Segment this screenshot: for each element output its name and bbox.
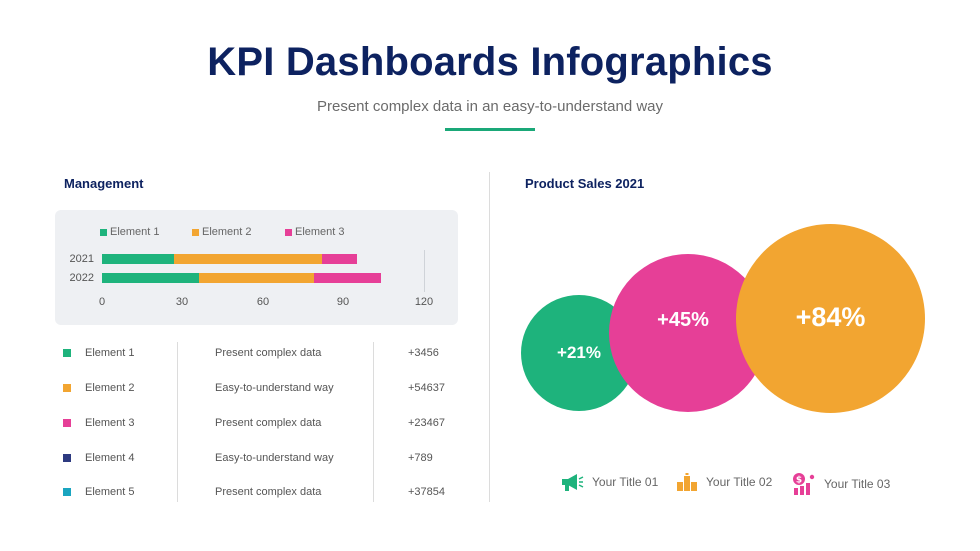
legend-swatch — [192, 228, 199, 236]
row-swatch — [63, 384, 71, 392]
page-subtitle: Present complex data in an easy-to-under… — [316, 98, 664, 115]
row-value: +37854 — [408, 486, 446, 498]
row-desc: Present complex data — [215, 417, 322, 429]
legend-title-label: Your Title 01 — [592, 475, 659, 489]
row-desc: Easy-to-understand way — [215, 452, 334, 464]
y-tick-label: 2022 — [69, 272, 94, 284]
x-tick-label: 120 — [414, 296, 434, 308]
bar-2021-element-2 — [174, 254, 323, 264]
row-desc: Present complex data — [215, 347, 322, 359]
legend-title-02: Your Title 02 — [676, 472, 772, 492]
row-value: +789 — [408, 452, 433, 464]
title-underline — [445, 128, 535, 131]
svg-text:$: $ — [796, 476, 802, 486]
page-title: KPI Dashboards Infographics — [207, 40, 773, 84]
row-name: Element 4 — [85, 452, 135, 464]
row-swatch — [63, 488, 71, 496]
gridline — [424, 250, 425, 292]
row-name: Element 2 — [85, 382, 135, 394]
row-name: Element 3 — [85, 417, 135, 429]
row-desc: Easy-to-understand way — [215, 382, 334, 394]
bubble-label: +21% — [557, 343, 601, 362]
x-tick-label: 60 — [256, 296, 270, 308]
table-column-divider — [177, 342, 178, 502]
table-column-divider — [373, 342, 374, 502]
row-value: +3456 — [408, 347, 439, 359]
bubble-84: +84% — [736, 224, 925, 413]
legend-swatch — [285, 228, 292, 236]
x-tick-label: 30 — [175, 296, 189, 308]
product-sales-title: Product Sales 2021 — [525, 176, 645, 191]
legend-label: Element 1 — [110, 226, 160, 238]
bar-2022-element-3 — [313, 273, 382, 283]
row-desc: Present complex data — [215, 486, 322, 498]
legend-label: Element 2 — [202, 226, 252, 238]
y-tick-label: 2021 — [69, 253, 94, 265]
boxes-icon — [677, 473, 697, 491]
management-chart — [55, 210, 458, 325]
bar-2022-element-1 — [102, 273, 199, 283]
legend-swatch — [100, 228, 107, 236]
legend-title-03: $ Your Title 03 — [792, 472, 890, 496]
legend-element-1: Element 1 — [100, 226, 160, 238]
management-title: Management — [64, 176, 144, 191]
bubble-label: +45% — [657, 309, 709, 331]
vertical-divider — [489, 172, 490, 502]
legend-element-2: Element 2 — [192, 226, 252, 238]
row-name: Element 5 — [85, 486, 135, 498]
row-swatch — [63, 454, 71, 462]
row-value: +23467 — [408, 417, 446, 429]
bubble-label: +84% — [795, 301, 866, 332]
bar-2021-element-3 — [322, 254, 357, 264]
legend-title-label: Your Title 03 — [824, 477, 891, 491]
row-value: +54637 — [408, 382, 446, 394]
megaphone-icon — [562, 474, 584, 491]
legend-title-01: Your Title 01 — [560, 472, 658, 492]
legend-title-label: Your Title 02 — [706, 475, 773, 489]
row-name: Element 1 — [85, 347, 135, 359]
bar-2021-element-1 — [102, 254, 175, 264]
money-chart-icon: $ — [793, 473, 815, 495]
row-swatch — [63, 349, 71, 357]
legend-label: Element 3 — [295, 226, 345, 238]
bar-2022-element-2 — [198, 273, 314, 283]
row-swatch — [63, 419, 71, 427]
legend-element-3: Element 3 — [285, 226, 345, 238]
x-tick-label: 0 — [98, 296, 106, 308]
x-tick-label: 90 — [336, 296, 350, 308]
